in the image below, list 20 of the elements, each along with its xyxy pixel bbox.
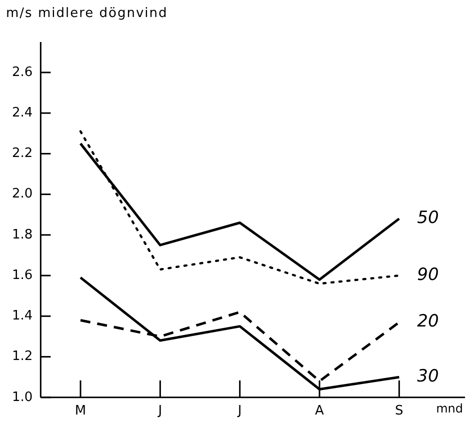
series-label: 30	[417, 366, 439, 387]
x-tick-label: A	[315, 404, 324, 419]
y-tick-label: 1.6	[12, 268, 33, 283]
y-tick-label: 2.0	[12, 186, 33, 202]
y-tick-label: 2.2	[12, 146, 33, 162]
series-label: 20	[417, 312, 439, 332]
series-label: 50	[417, 208, 439, 228]
y-tick-label: 1.2	[12, 349, 33, 364]
y-tick-label: 1.8	[12, 227, 33, 242]
series-label: 90	[417, 264, 439, 285]
x-tick-label: J	[157, 404, 162, 419]
y-tick-label: 1.4	[12, 308, 33, 324]
y-tick-label: 2.6	[12, 64, 33, 80]
y-tick-label: 2.4	[12, 105, 33, 120]
y-tick-label: 1.0	[12, 390, 33, 405]
x-tick-label: S	[395, 404, 404, 419]
x-tick-label: M	[74, 404, 86, 419]
x-tick-label: J	[236, 404, 242, 419]
x-axis-title: mnd	[436, 402, 463, 416]
y-axis-title: m/s midlere dögnvind	[6, 6, 168, 21]
